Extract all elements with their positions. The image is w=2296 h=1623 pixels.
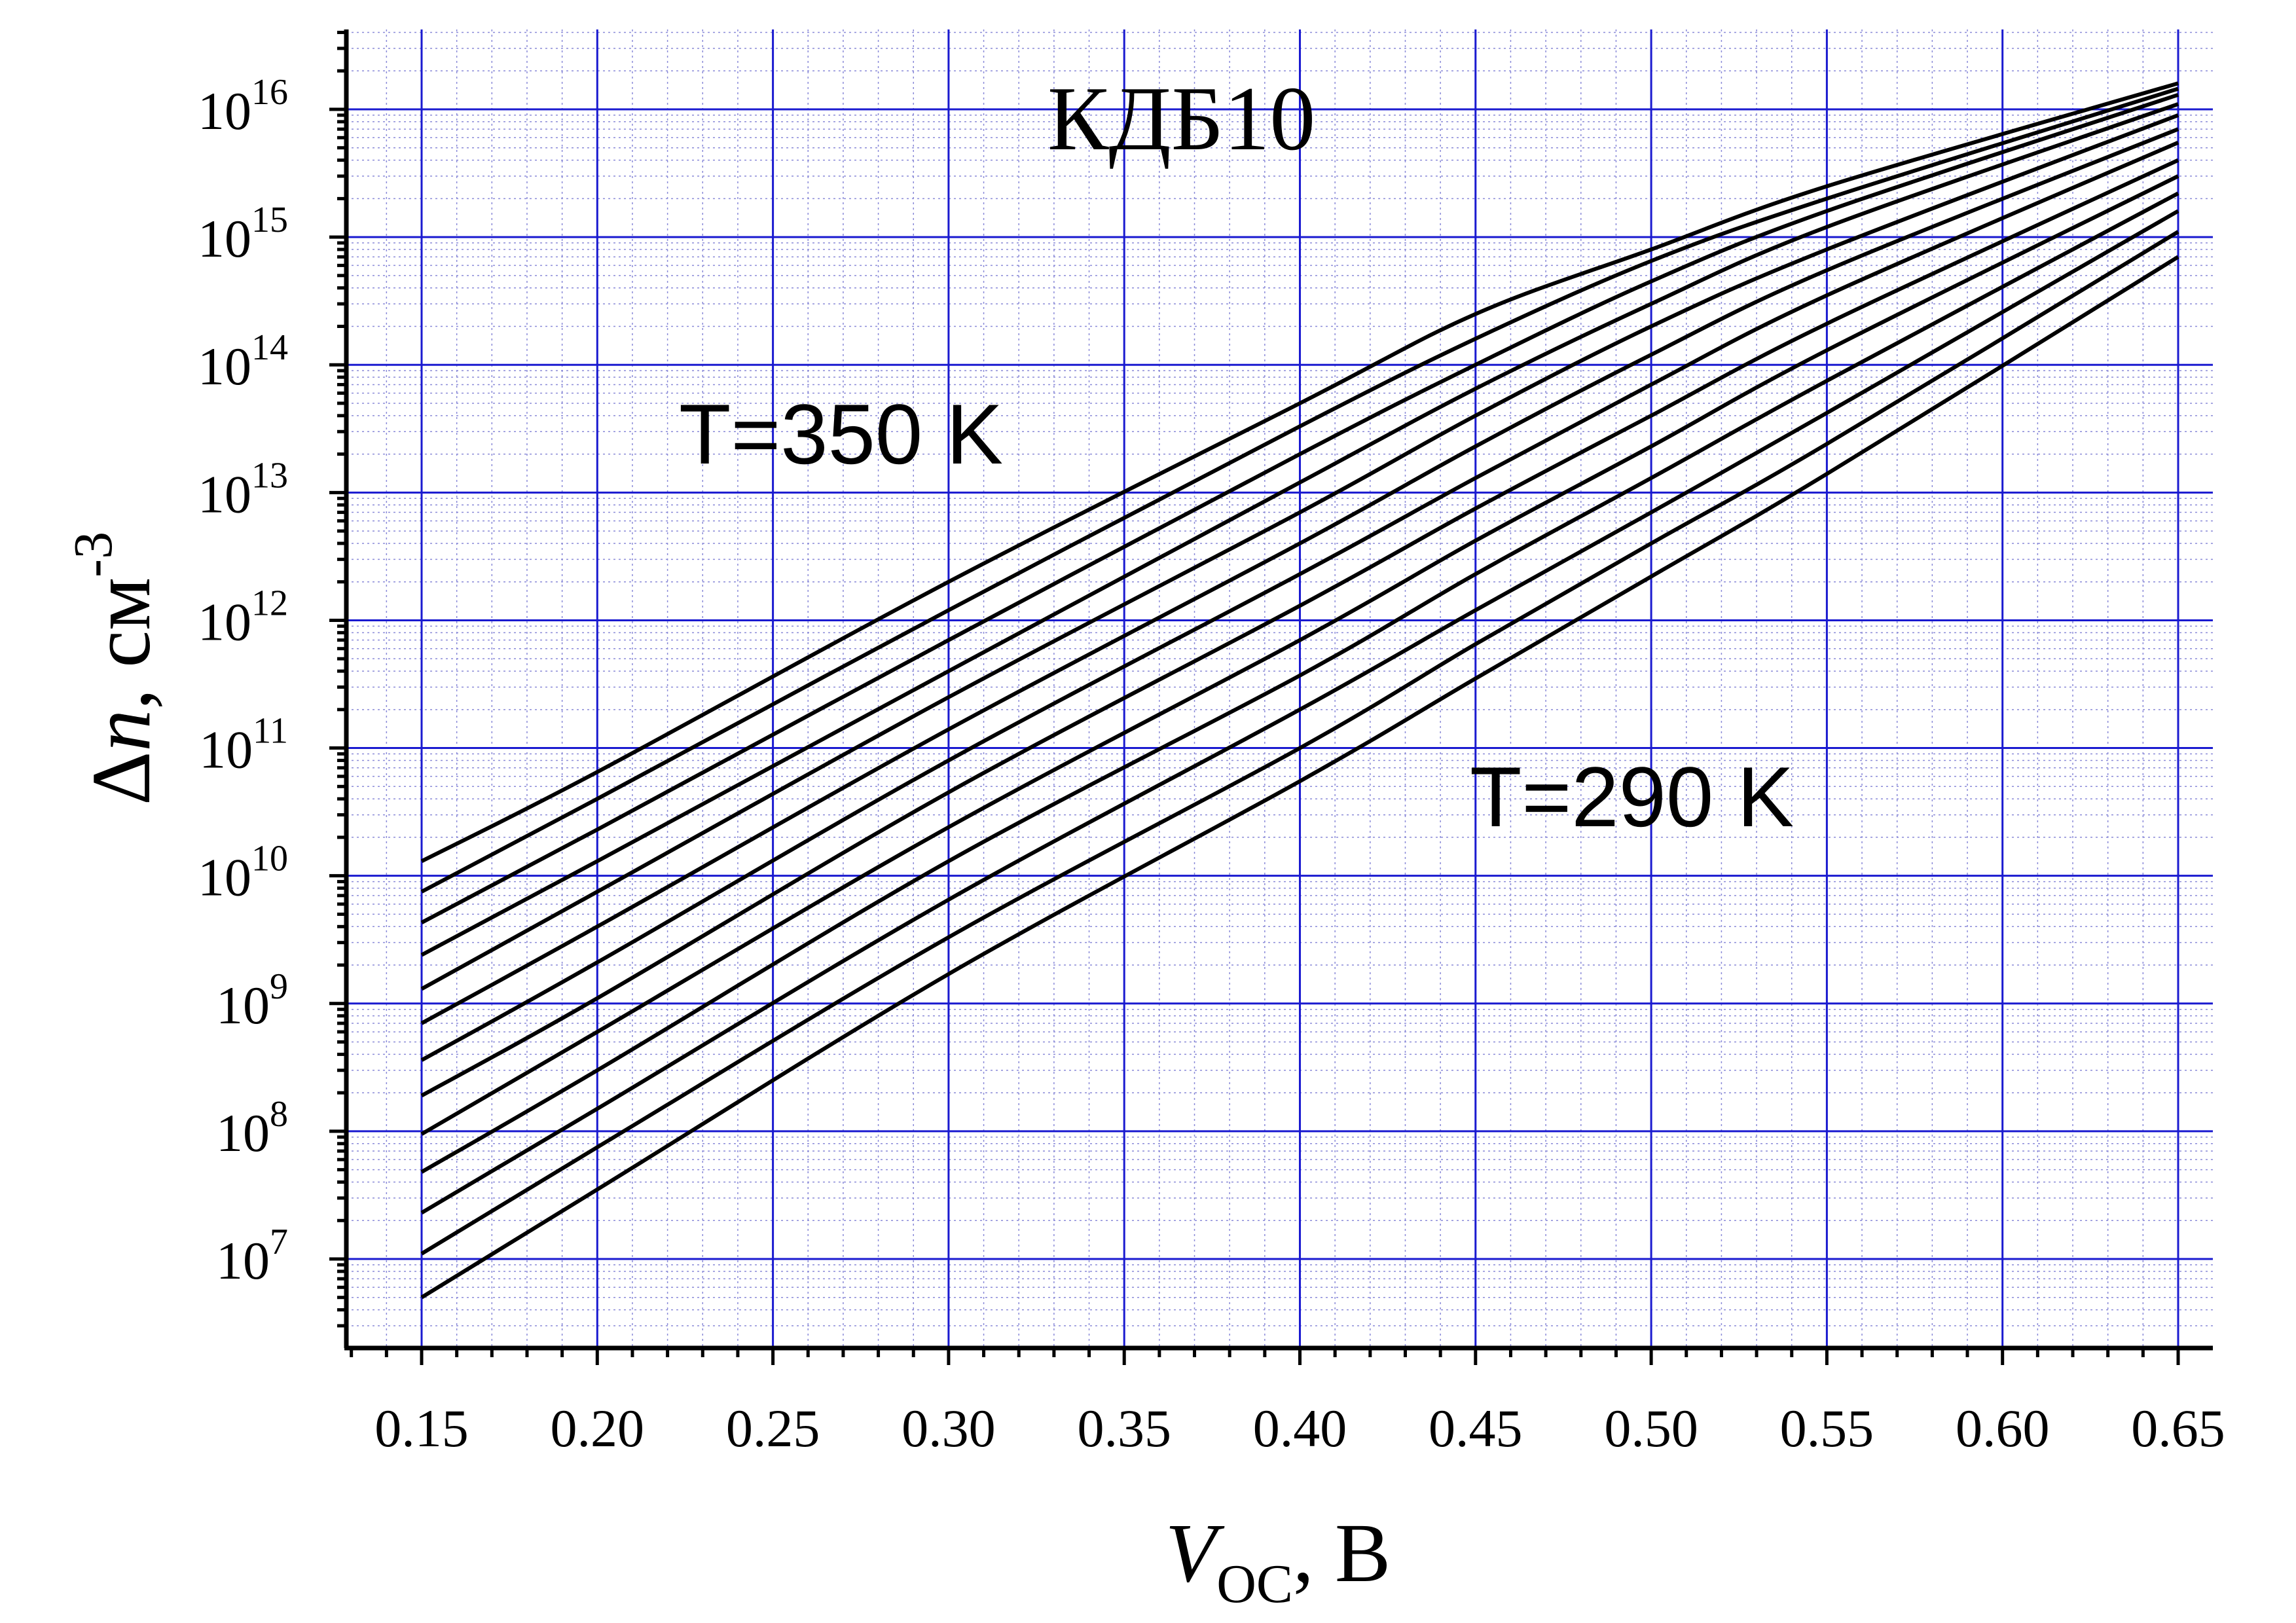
series-line-5 [420,113,2179,991]
y-tick-label: 1014 [198,327,288,396]
y-tick-label-base: 10 [198,592,251,651]
x-tick-label: 0.45 [1429,1398,1523,1458]
y-tick-label: 1016 [198,72,288,141]
x-tick-label: 0.40 [1253,1398,1347,1458]
y-tick-label: 1013 [198,455,288,524]
x-tick-label: 0.35 [1077,1398,1171,1458]
series-line-3 [420,92,2179,924]
y-axis-title-n: n [75,710,168,752]
y-tick-label: 108 [216,1094,288,1163]
series-line-8 [420,158,2179,1098]
x-axis-title-main: V [1165,1506,1225,1599]
x-tick-label: 0.50 [1604,1398,1698,1458]
series-line-7 [420,140,2179,1062]
series-group [420,81,2179,1300]
y-tick-label-base: 10 [198,337,251,396]
y-tick-label-base: 10 [198,848,251,907]
x-tick-label: 0.60 [1956,1398,2050,1458]
y-tick-label-base: 10 [198,464,251,524]
y-axis-title-sup: -3 [63,532,124,577]
x-tick-label: 0.15 [374,1398,469,1458]
x-ticks [350,1348,2180,1365]
y-tick-label-exp: 9 [270,966,288,1007]
x-tick-labels: 0.15 0.20 0.25 0.30 0.35 0.40 0.45 0.50 0.55 0.60… [374,1398,2225,1458]
y-axis-title-delta: Δ [75,752,168,805]
y-tick-label-exp: 12 [251,583,288,623]
annotation-t290: T=290 K [1470,749,1794,845]
chart-title: КДБ10 [1048,68,1315,170]
y-tick-label: 1015 [198,200,288,268]
y-axis-title: Δn, см-3 [63,532,168,805]
y-tick-label-exp: 16 [251,72,288,113]
y-tick-label-base: 10 [216,1231,270,1290]
series-line-6 [420,127,2179,1025]
y-tick-label-exp: 11 [253,711,288,752]
series-line-13 [420,255,2179,1300]
y-tick-label-exp: 14 [251,327,288,368]
series-line-4 [420,102,2179,957]
series-line-1 [420,81,2179,864]
x-tick-label: 0.30 [902,1398,996,1458]
series-line-12 [420,230,2179,1256]
y-tick-label-exp: 7 [270,1222,288,1262]
x-tick-label: 0.25 [726,1398,820,1458]
y-tick-label: 109 [216,966,288,1035]
y-tick-label: 1010 [198,839,288,907]
x-tick-label: 0.20 [551,1398,645,1458]
y-axis-title-suffix: , см [75,577,168,710]
x-axis-title-sub: OC [1216,1554,1293,1614]
major-grid [346,29,2213,1348]
y-tick-label-exp: 13 [251,455,288,496]
x-axis-title: VOC, В [1165,1506,1391,1614]
annotation-t350: T=350 K [679,386,1003,482]
x-tick-label: 0.65 [2131,1398,2225,1458]
y-tick-label-base: 10 [198,209,251,268]
y-tick-label-base: 10 [216,976,270,1035]
y-tick-label-base: 10 [199,720,253,780]
y-tick-label-base: 10 [216,1103,270,1163]
y-ticks [329,31,346,1328]
y-tick-label: 1011 [199,711,288,780]
y-tick-label-exp: 15 [251,200,288,240]
y-tick-label: 107 [216,1222,288,1290]
series-line-11 [420,209,2179,1214]
y-tick-label-exp: 10 [251,839,288,879]
y-tick-label-base: 10 [198,81,251,141]
series-line-2 [420,86,2179,894]
y-tick-label-exp: 8 [270,1094,288,1135]
x-axis-title-suffix: , В [1293,1506,1391,1599]
x-tick-label: 0.55 [1780,1398,1874,1458]
series-line-10 [420,191,2179,1174]
series-line-9 [420,174,2179,1136]
y-tick-label: 1012 [198,583,288,651]
minor-grid [346,29,2213,1348]
